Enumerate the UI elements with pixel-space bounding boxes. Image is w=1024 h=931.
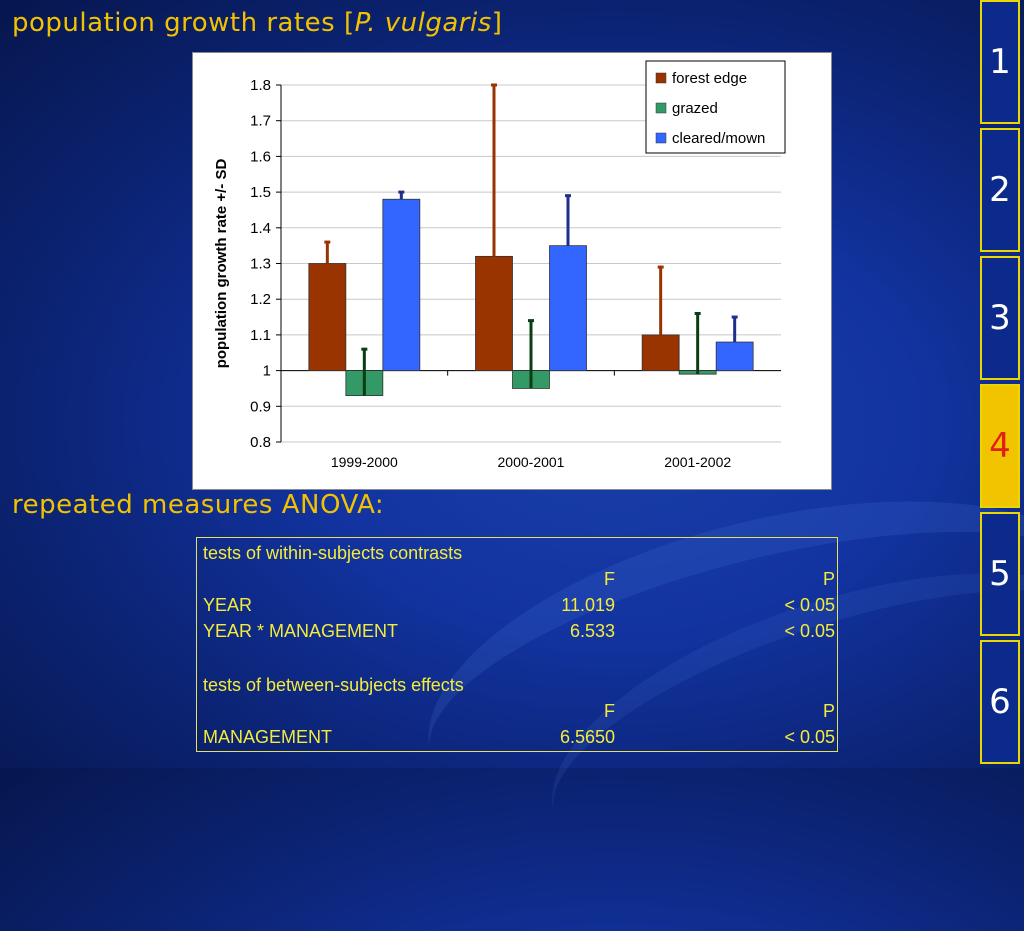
table-row: YEAR * MANAGEMENT 6.533 < 0.05 [203,620,835,642]
between-col-f: F [604,701,615,721]
y-axis-label: population growth rate +/- SD [213,159,230,369]
y-tick-label: 1.8 [250,77,271,94]
legend-label: forest edge [672,70,747,87]
y-tick-label: 0.9 [250,398,271,415]
between-header-row: F P [203,700,835,722]
title-prefix: population growth rates [ [12,8,355,38]
row-p: < 0.05 [784,727,835,747]
legend-swatch [655,132,667,144]
y-tick-label: 1.6 [250,148,271,165]
bar-forest-edge [475,255,513,371]
within-col-f: F [604,569,615,589]
row-f: 6.533 [569,621,615,641]
row-p: < 0.05 [784,595,835,615]
slide-title: population growth rates [P. vulgaris] [12,8,502,38]
bar-cleared-mown [549,245,587,371]
between-col-p: P [822,701,835,721]
anova-table: tests of within-subjects contrasts F P Y… [196,537,838,752]
nav-slide-2[interactable]: 2 [980,128,1020,252]
row-f: 6.5650 [559,727,615,747]
bar-cleared-mown [715,341,754,372]
row-label: YEAR [203,595,253,615]
nav-slide-6[interactable]: 6 [980,640,1020,764]
y-tick-label: 1.7 [250,113,271,130]
legend-box [645,60,786,154]
x-tick-label: 2000-2001 [498,454,565,470]
between-title: tests of between-subjects effects [203,675,464,695]
within-header-row: F P [203,568,835,590]
x-tick-label: 2001-2002 [664,454,731,470]
anova-heading: repeated measures ANOVA: [12,490,385,520]
bar-forest-edge [641,334,680,371]
y-tick-label: 1.1 [250,327,271,344]
nav-slide-5[interactable]: 5 [980,512,1020,636]
row-f: 11.019 [561,595,615,615]
legend-swatch [655,72,667,84]
within-col-p: P [822,569,835,589]
x-tick-label: 1999-2000 [331,454,398,470]
y-tick-label: 1.5 [250,184,271,201]
row-p: < 0.05 [784,621,835,641]
legend-swatch [655,102,667,114]
bar-chart: 0.8 0.9 1 1.1 1.2 1.3 1.4 1.5 1.6 1.7 1.8 1999-2000… [213,60,786,470]
bar-forest-edge [308,263,347,371]
table-row: YEAR 11.019 < 0.05 [203,594,835,616]
title-species: P. vulgaris [354,8,492,38]
y-tick-label: 1 [263,363,271,380]
title-suffix: ] [491,8,503,38]
slide-nav: 1 2 3 4 5 6 [980,0,1024,768]
row-label: MANAGEMENT [203,727,333,747]
bar-cleared-mown [382,198,421,372]
nav-slide-1[interactable]: 1 [980,0,1020,124]
y-tick-label: 1.3 [250,256,271,273]
y-tick-label: 0.8 [250,434,271,451]
legend-label: grazed [672,100,718,117]
nav-slide-4[interactable]: 4 [980,384,1020,508]
table-row: MANAGEMENT 6.5650 < 0.05 [203,726,835,748]
y-tick-label: 1.4 [250,220,271,237]
y-tick-label: 1.2 [250,291,271,308]
chart-panel: 0.8 0.9 1 1.1 1.2 1.3 1.4 1.5 1.6 1.7 1.8 1999-2000… [192,52,832,490]
within-title: tests of within-subjects contrasts [203,543,463,563]
row-label: YEAR * MANAGEMENT [203,621,399,641]
nav-slide-3[interactable]: 3 [980,256,1020,380]
legend-label: cleared/mown [672,130,765,147]
